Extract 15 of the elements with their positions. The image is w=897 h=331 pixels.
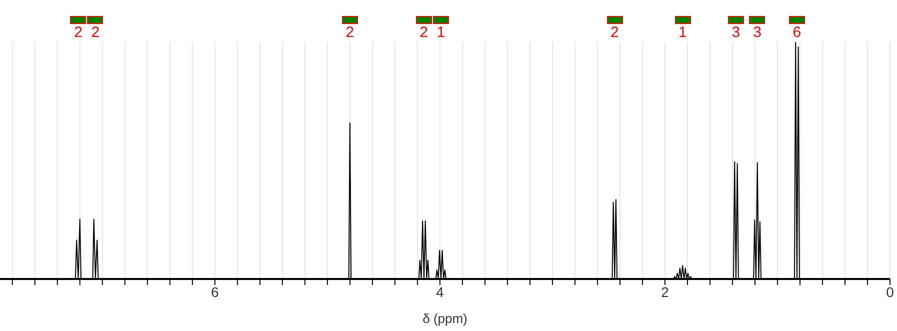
text: 2: [73, 24, 84, 42]
text: 2: [344, 24, 356, 42]
text: 6: [792, 24, 802, 42]
text: 1: [677, 24, 688, 42]
x-axis-title: δ (ppm): [422, 311, 468, 326]
x-tick-label: 0: [886, 284, 894, 300]
text: 2: [418, 24, 430, 42]
text: 3: [730, 24, 742, 42]
x-tick-label: 4: [436, 284, 444, 300]
text: 3: [752, 24, 762, 42]
text: 2: [609, 24, 620, 42]
text: 1: [436, 24, 446, 42]
text: 2: [90, 24, 101, 42]
x-tick-label: 6: [211, 284, 220, 300]
x-tick-label: 2: [661, 284, 670, 300]
